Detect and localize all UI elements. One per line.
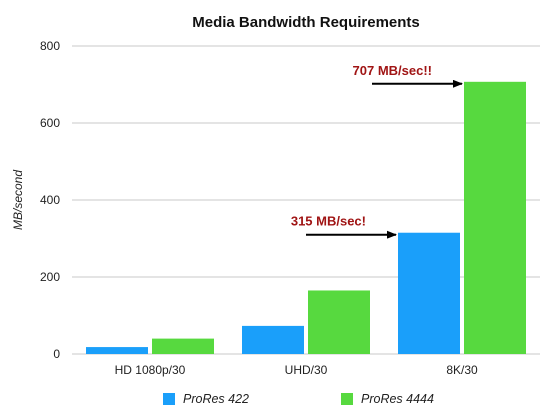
y-tick-label: 200 bbox=[40, 270, 60, 284]
legend-swatch bbox=[163, 393, 175, 405]
bar-prores-4444-hd-1080p-30 bbox=[152, 338, 214, 354]
bar-prores-4444-uhd-30 bbox=[308, 290, 370, 354]
bar-prores-422-8k-30 bbox=[398, 232, 460, 354]
gridlines bbox=[72, 45, 540, 355]
annotation-prores-422: 315 MB/sec! bbox=[291, 214, 397, 239]
y-tick-label: 0 bbox=[53, 347, 60, 361]
annotation-prores-4444: 707 MB/sec!! bbox=[353, 63, 463, 88]
legend-item-prores-422: ProRes 422 bbox=[163, 392, 249, 406]
annotations: 315 MB/sec! 707 MB/sec!! bbox=[291, 63, 463, 239]
x-tick-label: HD 1080p/30 bbox=[115, 363, 186, 377]
bar-prores-422-hd-1080p-30 bbox=[86, 347, 148, 354]
legend-label: ProRes 422 bbox=[183, 392, 249, 406]
bar-prores-422-uhd-30 bbox=[242, 325, 304, 354]
x-tick-label: UHD/30 bbox=[285, 363, 328, 377]
y-tick-label: 600 bbox=[40, 116, 60, 130]
y-axis-ticks: 0 200 400 600 800 bbox=[40, 39, 60, 361]
legend-swatch bbox=[341, 393, 353, 405]
bar-prores-4444-8k-30 bbox=[464, 81, 526, 355]
x-axis-ticks: HD 1080p/30 UHD/30 8K/30 bbox=[115, 363, 478, 377]
annotation-label: 315 MB/sec! bbox=[291, 214, 366, 229]
bars bbox=[86, 81, 526, 355]
y-tick-label: 800 bbox=[40, 39, 60, 53]
y-tick-label: 400 bbox=[40, 193, 60, 207]
legend: ProRes 422 ProRes 4444 bbox=[163, 392, 434, 406]
x-tick-label: 8K/30 bbox=[446, 363, 478, 377]
annotation-label: 707 MB/sec!! bbox=[353, 63, 432, 78]
chart-title: Media Bandwidth Requirements bbox=[192, 14, 420, 31]
legend-label: ProRes 4444 bbox=[361, 392, 434, 406]
y-axis-label: MB/second bbox=[11, 170, 25, 230]
legend-item-prores-4444: ProRes 4444 bbox=[341, 392, 434, 406]
